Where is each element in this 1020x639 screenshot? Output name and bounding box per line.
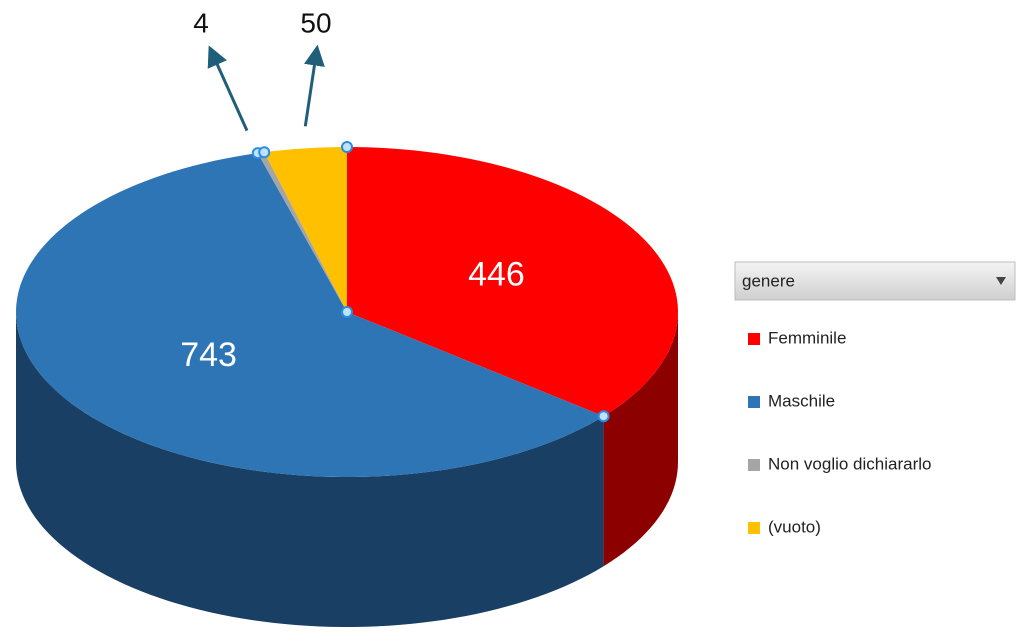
legend-swatch — [748, 396, 760, 408]
selection-handle — [341, 141, 353, 153]
legend-entry: Femminile — [768, 328, 846, 347]
pie-tops — [16, 147, 678, 477]
legend-entry: Maschile — [768, 391, 835, 410]
pie-sides — [16, 312, 678, 627]
data-label: 4 — [193, 7, 209, 38]
dropdown-arrow[interactable] — [996, 277, 1006, 285]
selection-handle — [341, 306, 353, 318]
selection-handle — [597, 410, 610, 423]
slice — [16, 153, 604, 477]
legend-swatch — [748, 459, 760, 471]
legend-swatch — [748, 333, 760, 345]
leader-arrow — [207, 45, 249, 132]
legend-swatch — [748, 522, 760, 534]
data-label: 743 — [180, 336, 237, 374]
legend-entry: Non voglio dichiararlo — [768, 454, 931, 473]
legend: genere Femminile Maschile Non voglio dichi… — [734, 261, 1016, 536]
data-label: 446 — [468, 256, 525, 294]
slice-side — [603, 312, 678, 567]
leader-arrow — [303, 44, 325, 127]
legend-field-button[interactable] — [734, 261, 1016, 301]
slice — [347, 147, 678, 417]
slice-side — [16, 312, 604, 627]
data-labels: 446 743 4 50 — [180, 7, 610, 423]
selection-handle — [258, 146, 271, 159]
slice — [257, 152, 347, 312]
legend-title: genere — [742, 271, 795, 290]
slice — [264, 147, 347, 312]
legend-entry: (vuoto) — [768, 517, 821, 536]
data-label: 50 — [300, 7, 331, 38]
